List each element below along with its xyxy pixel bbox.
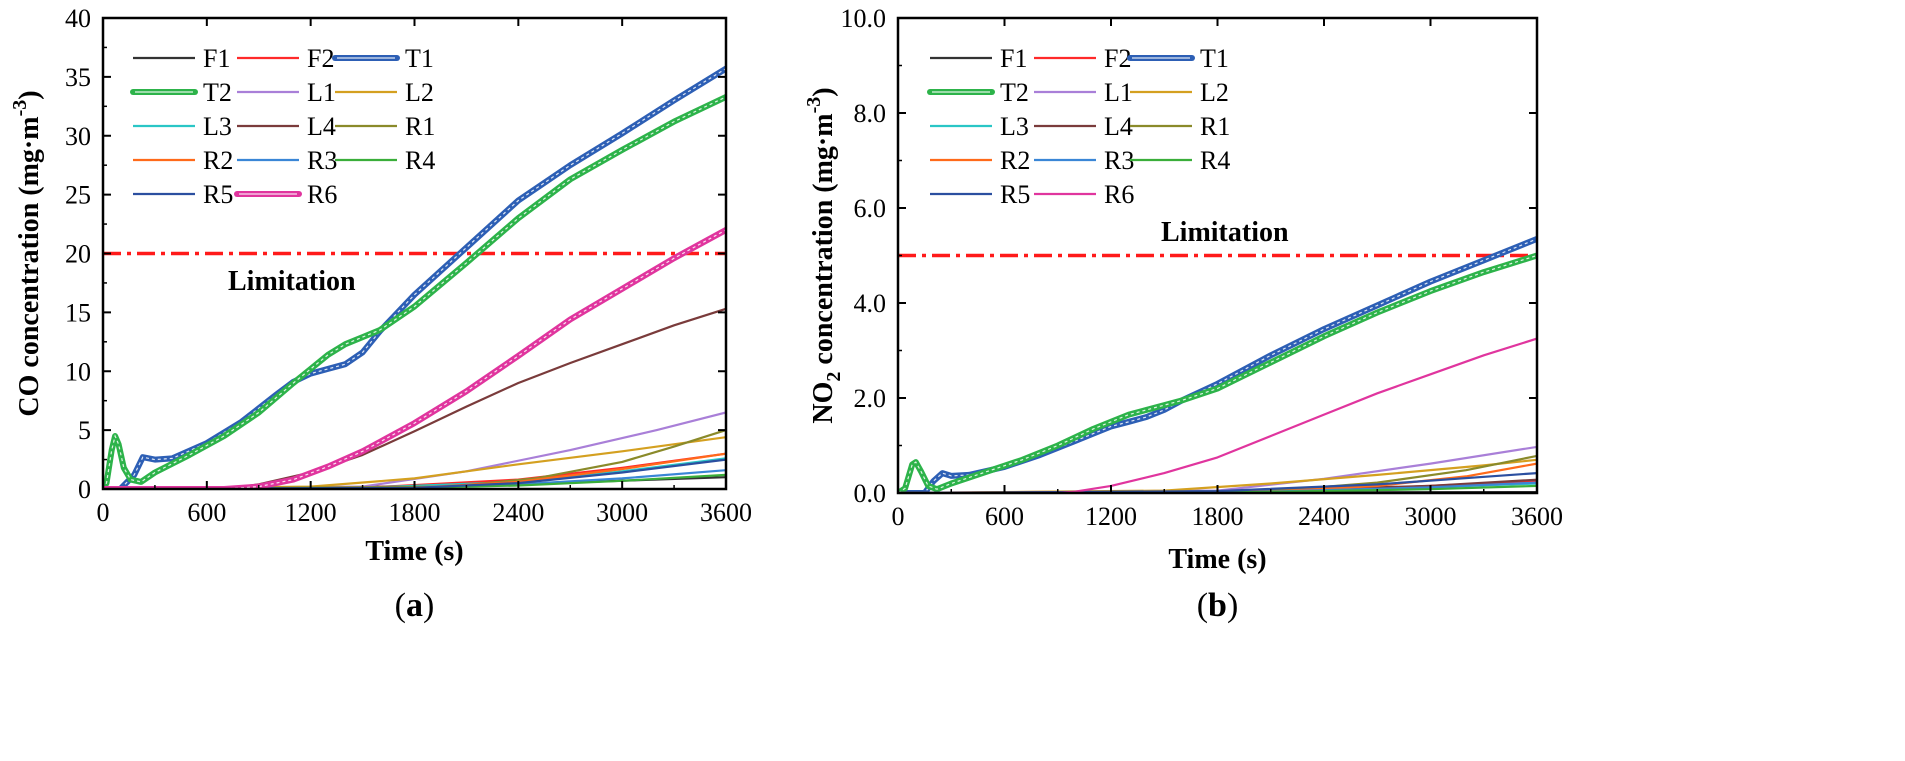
- x-axis-title: Time (s): [1168, 544, 1266, 575]
- legend-label-L2: L2: [405, 78, 434, 107]
- y-axis-title-sup: -3: [803, 97, 825, 114]
- x-tick-label: 1800: [1192, 502, 1244, 531]
- x-tick-label: 3000: [596, 498, 648, 527]
- x-tick-label: 2400: [492, 498, 544, 527]
- y-tick-label: 25: [65, 181, 91, 210]
- x-tick-label: 2400: [1298, 502, 1350, 531]
- legend-label-F2: F2: [1104, 44, 1131, 73]
- x-tick-label: 1800: [389, 498, 441, 527]
- y-tick-label: 6.0: [854, 194, 887, 223]
- legend-label-T1: T1: [1200, 44, 1229, 73]
- legend-label-R4: R4: [405, 146, 435, 175]
- y-tick-label: 30: [65, 122, 91, 151]
- panel-label: (a): [395, 587, 435, 624]
- y-axis-title: CO concentration (mg·m-3): [9, 90, 45, 416]
- legend-label-L4: L4: [1104, 112, 1133, 141]
- y-tick-label: 4.0: [854, 289, 887, 318]
- panel-label-open: (: [395, 587, 406, 624]
- y-tick-label: 35: [65, 63, 91, 92]
- limitation-label: Limitation: [228, 266, 356, 297]
- y-tick-label: 0.0: [854, 479, 887, 508]
- y-axis-title-sub: 2: [823, 372, 845, 382]
- y-axis-title-part: ): [14, 90, 45, 99]
- x-tick-label: 0: [892, 502, 905, 531]
- legend-label-L3: L3: [1000, 112, 1029, 141]
- series-line-L4: [103, 307, 726, 489]
- x-tick-label: 1200: [285, 498, 337, 527]
- y-axis-title-part: CO concentration (mg·m: [14, 116, 45, 416]
- panel-label-close: ): [1227, 587, 1238, 624]
- legend-label-L1: L1: [1104, 78, 1133, 107]
- y-tick-label: 5: [78, 416, 91, 445]
- y-axis-title: NO2 concentration (mg·m-3): [803, 87, 845, 423]
- legend-label-R3: R3: [1104, 146, 1134, 175]
- panel-label-open: (: [1197, 587, 1208, 624]
- y-tick-label: 10: [65, 357, 91, 386]
- legend: F1 F2 T1 T2 L1 L2 L3 L4 R1 R2 R3 R4 R5 R6: [130, 44, 435, 209]
- series-line-highlight-T1: [898, 238, 1537, 493]
- x-tick-label: 3600: [700, 498, 752, 527]
- legend-label-R6: R6: [1104, 180, 1134, 209]
- y-axis-title-part: ): [808, 87, 839, 96]
- x-tick-label: 0: [97, 498, 110, 527]
- legend-label-R2: R2: [1000, 146, 1030, 175]
- y-tick-label: 2.0: [854, 384, 887, 413]
- legend-label-L4: L4: [307, 112, 336, 141]
- series-line-highlight-T1: [103, 68, 726, 489]
- y-tick-label: 10.0: [841, 4, 887, 33]
- series-line-highlight-T2: [898, 254, 1537, 493]
- legend-label-T2: T2: [1000, 78, 1029, 107]
- panel-label-letter: a: [406, 587, 423, 624]
- x-tick-label: 3600: [1511, 502, 1563, 531]
- legend-label-R2: R2: [203, 146, 233, 175]
- x-tick-label: 3000: [1405, 502, 1457, 531]
- legend: F1 F2 T1 T2 L1 L2 L3 L4 R1 R2 R3 R4 R5 R6: [927, 44, 1230, 209]
- x-tick-label: 600: [985, 502, 1024, 531]
- legend-label-R4: R4: [1200, 146, 1230, 175]
- series-line-highlight-R6: [103, 229, 726, 489]
- legend-label-R3: R3: [307, 146, 337, 175]
- series-group: [898, 235, 1537, 493]
- panel-label-letter: b: [1208, 587, 1227, 624]
- limitation-label: Limitation: [1161, 217, 1289, 248]
- y-tick-label: 15: [65, 298, 91, 327]
- legend-label-R1: R1: [405, 112, 435, 141]
- legend-label-R6: R6: [307, 180, 337, 209]
- panel-label: (b): [1197, 587, 1239, 624]
- y-axis-title-part: concentration (mg·m: [808, 113, 839, 371]
- legend-label-F1: F1: [203, 44, 230, 73]
- y-tick-label: 0: [78, 475, 91, 504]
- series-line-T1: [898, 235, 1537, 493]
- y-tick-label: 20: [65, 240, 91, 269]
- y-axis-title-sup: -3: [9, 100, 31, 117]
- x-tick-label: 600: [187, 498, 226, 527]
- legend-label-R5: R5: [203, 180, 233, 209]
- legend-label-L1: L1: [307, 78, 336, 107]
- x-tick-label: 1200: [1085, 502, 1137, 531]
- legend-label-L2: L2: [1200, 78, 1229, 107]
- legend-label-L3: L3: [203, 112, 232, 141]
- chart-panel-b: Limitation 0 600 1200 1800 2400 3000 3600 0.0 2.0…: [803, 4, 1563, 624]
- legend-label-F1: F1: [1000, 44, 1027, 73]
- legend-label-F2: F2: [307, 44, 334, 73]
- legend-label-T1: T1: [405, 44, 434, 73]
- y-axis-title-part: NO: [808, 382, 839, 424]
- legend-label-T2: T2: [203, 78, 232, 107]
- panel-label-close: ): [423, 587, 434, 624]
- y-tick-label: 8.0: [854, 99, 887, 128]
- chart-panel-a: Limitation 0 600 1200 1800 2400 3000 3600 0 5 10 15…: [9, 4, 752, 624]
- legend-label-R5: R5: [1000, 180, 1030, 209]
- y-tick-label: 40: [65, 4, 91, 33]
- series-line-highlight-T2: [103, 96, 726, 489]
- x-axis-title: Time (s): [365, 536, 463, 567]
- legend-label-R1: R1: [1200, 112, 1230, 141]
